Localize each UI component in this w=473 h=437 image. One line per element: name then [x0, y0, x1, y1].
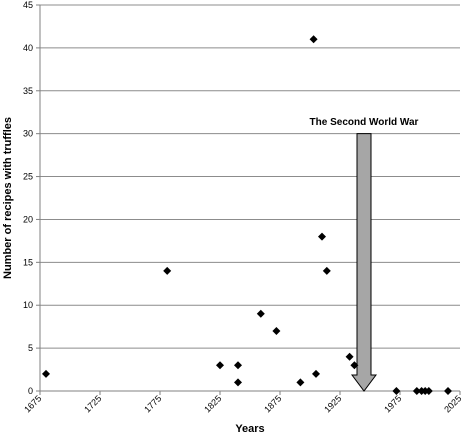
y-tick-label: 10 [23, 300, 33, 310]
data-point [392, 387, 401, 395]
annotation-text: The Second World War [310, 117, 419, 128]
y-tick-label: 15 [23, 257, 33, 267]
annotation: The Second World War [310, 117, 419, 392]
data-point [322, 266, 331, 275]
x-tick-label: 1925 [322, 393, 343, 414]
down-arrow-icon [351, 133, 377, 392]
x-tick-label: 1825 [202, 393, 223, 414]
y-tick-labels: 0 5 10 15 20 25 30 35 40 45 [23, 0, 33, 396]
x-tick-label: 1975 [382, 393, 403, 414]
y-tick-label: 45 [23, 0, 33, 10]
x-tick-labels: 1675 1725 1775 1825 1875 1925 1975 2025 [22, 393, 463, 414]
x-tick-label: 1725 [82, 393, 103, 414]
data-point [309, 35, 318, 44]
data-point [163, 266, 172, 275]
y-tick-label: 25 [23, 172, 33, 182]
y-axis-title: Number of recipes with truffles [2, 117, 14, 279]
y-tick-label: 0 [28, 386, 33, 396]
data-point [350, 361, 359, 370]
data-point [412, 387, 421, 395]
data-point [256, 309, 265, 318]
y-tick-label: 5 [28, 343, 33, 353]
x-tick-label: 1775 [142, 393, 163, 414]
data-point [272, 326, 281, 335]
data-point [318, 232, 326, 241]
data-point [42, 369, 50, 378]
data-point [444, 387, 452, 395]
x-tick-label: 1875 [262, 393, 283, 414]
y-tick-label: 20 [23, 214, 33, 224]
y-tick-label: 30 [23, 129, 33, 139]
data-point [424, 387, 433, 395]
y-tick-label: 35 [23, 86, 33, 96]
data-point [345, 352, 354, 361]
data-points [42, 35, 452, 395]
data-point [234, 378, 242, 387]
x-tick-label: 2025 [442, 393, 463, 414]
y-tick-label: 40 [23, 43, 33, 53]
data-point [312, 369, 320, 378]
axes [36, 4, 461, 395]
data-point [234, 361, 242, 370]
x-axis-title: Years [235, 423, 264, 435]
gridlines [40, 4, 460, 349]
x-tick-label: 1675 [22, 393, 43, 414]
data-point [296, 378, 305, 387]
data-point [216, 361, 224, 370]
